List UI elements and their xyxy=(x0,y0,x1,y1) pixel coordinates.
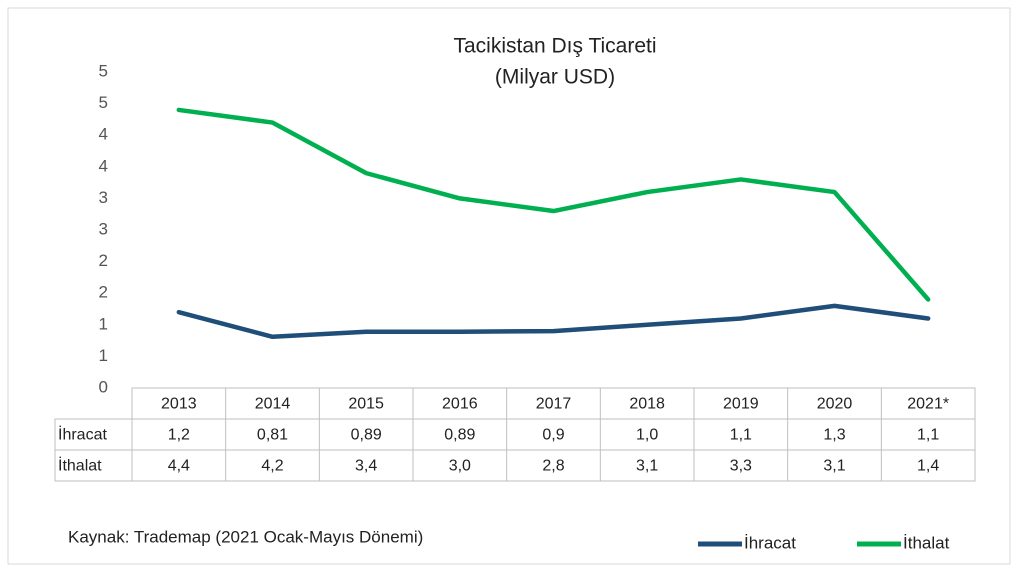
chart-subtitle: (Milyar USD) xyxy=(495,66,615,89)
table-value: 3,0 xyxy=(449,458,471,475)
x-tick-label: 2019 xyxy=(723,396,759,413)
y-tick-label: 1 xyxy=(99,346,108,365)
legend-label: İhracat xyxy=(744,533,796,552)
y-tick-label: 1 xyxy=(99,314,108,333)
y-tick-label: 0 xyxy=(99,377,108,396)
table-value: 3,1 xyxy=(636,458,658,475)
table-row-label: İhracat xyxy=(58,425,107,444)
table-value: 4,4 xyxy=(168,458,190,475)
table-value: 3,4 xyxy=(355,458,377,475)
x-tick-label: 2016 xyxy=(442,396,478,413)
table-value: 0,89 xyxy=(444,427,475,444)
table-value: 1,1 xyxy=(917,427,939,444)
table-value: 3,1 xyxy=(823,458,845,475)
table-value: 1,3 xyxy=(823,427,845,444)
series-line xyxy=(176,107,931,302)
legend-label: İthalat xyxy=(903,533,950,552)
x-tick-label: 2017 xyxy=(536,396,572,413)
table-value: 0,9 xyxy=(542,427,564,444)
chart-title: Tacikistan Dış Ticareti xyxy=(453,35,656,58)
series-line xyxy=(176,303,931,340)
table-row-label: İthalat xyxy=(58,456,102,475)
x-tick-label: 2014 xyxy=(255,396,291,413)
table-value: 1,4 xyxy=(917,458,939,475)
y-tick-label: 5 xyxy=(99,93,108,112)
x-tick-label: 2020 xyxy=(817,396,853,413)
y-tick-label: 3 xyxy=(99,188,108,207)
y-tick-label: 2 xyxy=(99,251,108,270)
source-note: Kaynak: Trademap (2021 Ocak-Mayıs Dönemi… xyxy=(68,527,423,546)
table-value: 4,2 xyxy=(261,458,283,475)
x-tick-label: 2018 xyxy=(629,396,665,413)
table-value: 1,1 xyxy=(730,427,752,444)
chart-frame xyxy=(7,7,1011,565)
table-value: 1,2 xyxy=(168,427,190,444)
table-value: 2,8 xyxy=(542,458,564,475)
y-tick-label: 4 xyxy=(99,156,108,175)
y-tick-label: 2 xyxy=(99,283,108,302)
table-row xyxy=(54,449,976,482)
table-value: 1,0 xyxy=(636,427,658,444)
y-tick-label: 4 xyxy=(99,125,108,144)
x-tick-label: 2015 xyxy=(348,396,384,413)
y-tick-label: 3 xyxy=(99,219,108,238)
y-tick-label: 5 xyxy=(99,61,108,80)
table-value: 3,3 xyxy=(730,458,752,475)
table-value: 0,89 xyxy=(351,427,382,444)
table-value: 0,81 xyxy=(257,427,288,444)
x-tick-label: 2013 xyxy=(161,396,197,413)
x-tick-label: 2021* xyxy=(907,396,949,413)
